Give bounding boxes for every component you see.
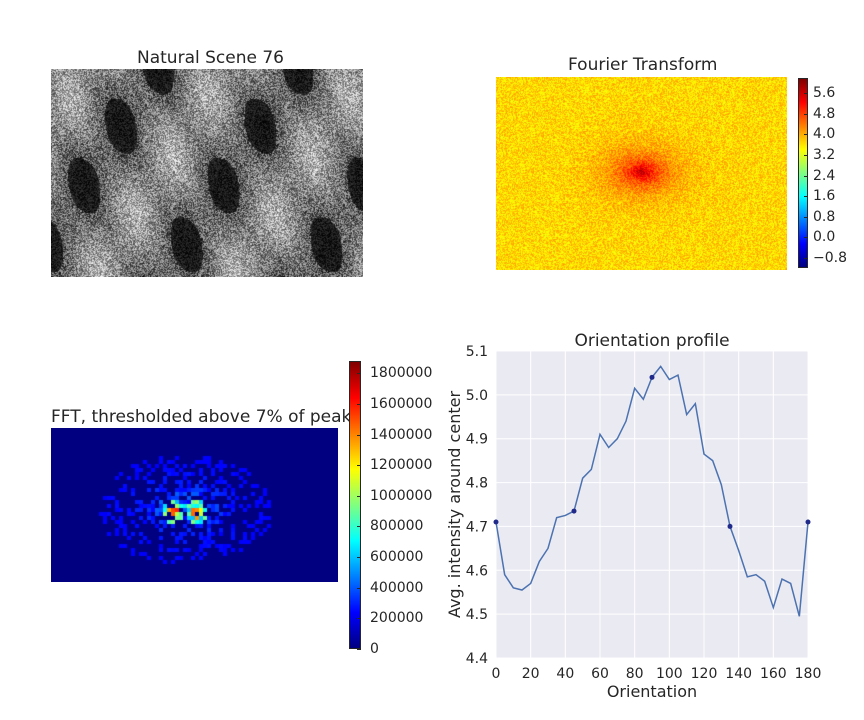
x-tick-label: 60 <box>591 666 609 682</box>
threshold-colorbar-tick-mark <box>357 557 361 559</box>
x-tick-label: 40 <box>556 666 574 682</box>
fourier-colorbar-tick-label: 4.8 <box>813 105 836 122</box>
threshold-colorbar-tick-label: 200000 <box>370 610 424 627</box>
threshold-colorbar-tick-label: 800000 <box>370 518 424 535</box>
profile-line <box>495 365 809 617</box>
threshold-colorbar-tick-label: 1400000 <box>370 426 433 443</box>
fourier-colorbar-tick-mark <box>804 196 808 198</box>
y-tick-label: 4.6 <box>466 563 488 579</box>
fourier-colorbar-tick-mark <box>804 257 808 259</box>
threshold-colorbar-tick-mark <box>357 526 361 528</box>
profile-marker <box>727 523 733 529</box>
fourier-colorbar-tick-mark <box>804 113 808 115</box>
threshold-title: FFT, thresholded above 7% of peak <box>51 407 352 427</box>
profile-marker <box>805 519 811 525</box>
threshold-colorbar-tick-label: 600000 <box>370 549 424 566</box>
profile-marker <box>571 508 577 514</box>
fourier-colorbar-tick-label: 0.8 <box>813 208 836 225</box>
y-tick-label: 4.9 <box>466 432 488 448</box>
plot-area <box>496 351 808 658</box>
fourier-colorbar-tick-label: 0.0 <box>813 229 836 246</box>
threshold-colorbar-tick-mark <box>357 403 361 405</box>
threshold-colorbar-tick-label: 0 <box>370 641 379 657</box>
threshold-colorbar-tick-label: 1000000 <box>370 487 433 504</box>
fourier-colorbar-tick-mark <box>804 155 808 157</box>
fourier-colorbar-tick-mark <box>804 237 808 239</box>
threshold-colorbar-tick-label: 1800000 <box>370 365 433 382</box>
y-tick-label: 5.1 <box>466 344 488 360</box>
y-tick-label: 4.7 <box>466 519 488 535</box>
fourier-colorbar-tick-mark <box>804 134 808 136</box>
y-tick-label: 4.4 <box>466 651 488 667</box>
x-tick-label: 80 <box>626 666 644 682</box>
fourier-colorbar <box>798 78 808 268</box>
profile-marker <box>649 374 655 380</box>
x-tick-label: 20 <box>522 666 540 682</box>
threshold-colorbar-tick-mark <box>357 434 361 436</box>
fourier-colorbar-tick-label: 2.4 <box>813 167 836 184</box>
threshold-colorbar-tick-mark <box>357 587 361 589</box>
x-axis-label: Orientation <box>607 682 697 701</box>
y-tick-label: 4.8 <box>466 476 488 492</box>
threshold-colorbar-tick-mark <box>357 465 361 467</box>
thresholded-fft-image <box>51 428 338 582</box>
fourier-colorbar-tick-label: −0.8 <box>813 249 847 266</box>
x-tick-label: 100 <box>656 666 683 682</box>
profile-marker <box>493 519 499 525</box>
scene-title: Natural Scene 76 <box>137 48 284 68</box>
threshold-colorbar-tick-label: 400000 <box>370 579 424 596</box>
fourier-colorbar-tick-mark <box>804 216 808 218</box>
y-tick-label: 4.5 <box>466 607 488 623</box>
fourier-colorbar-tick-label: 3.2 <box>813 147 836 164</box>
chart-title: Orientation profile <box>574 331 729 351</box>
fourier-colorbar-tick-label: 4.0 <box>813 126 836 143</box>
fourier-title: Fourier Transform <box>568 55 718 75</box>
fourier-colorbar-tick-label: 1.6 <box>813 188 836 205</box>
y-axis-label: Avg. intensity around center <box>445 391 464 619</box>
x-tick-label: 140 <box>725 666 752 682</box>
x-tick-label: 0 <box>492 666 501 682</box>
x-tick-label: 160 <box>760 666 787 682</box>
threshold-colorbar-tick-mark <box>357 649 361 650</box>
fourier-colorbar-tick-label: 5.6 <box>813 85 836 102</box>
y-tick-label: 5.0 <box>466 388 488 404</box>
fourier-transform-image <box>496 77 787 270</box>
threshold-colorbar-tick-mark <box>357 495 361 497</box>
threshold-colorbar <box>349 361 361 649</box>
threshold-colorbar-tick-label: 1600000 <box>370 395 433 412</box>
threshold-colorbar-tick-mark <box>357 373 361 375</box>
fourier-colorbar-tick-mark <box>804 93 808 95</box>
x-tick-label: 120 <box>691 666 718 682</box>
natural-scene-image <box>51 69 363 277</box>
x-tick-label: 180 <box>795 666 822 682</box>
threshold-colorbar-tick-mark <box>357 618 361 620</box>
threshold-colorbar-tick-label: 1200000 <box>370 457 433 474</box>
fourier-colorbar-tick-mark <box>804 175 808 177</box>
